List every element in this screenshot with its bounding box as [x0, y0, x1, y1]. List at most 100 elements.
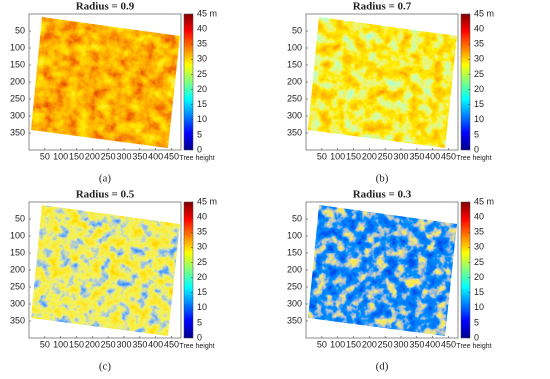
y-tick-label: 200 — [287, 264, 302, 274]
colorbar — [460, 13, 471, 151]
y-tick-label: 250 — [287, 93, 302, 103]
y-tick-label: 200 — [10, 76, 25, 86]
colorbar-tick-label: 15 — [474, 99, 484, 109]
x-tick-label: 450 — [441, 151, 456, 161]
panel-caption: (d) — [376, 361, 389, 373]
x-tick-label: 300 — [393, 151, 408, 161]
x-tick-label: 50 — [317, 151, 327, 161]
y-tick-label: 100 — [10, 42, 25, 52]
y-tick-label: 200 — [287, 76, 302, 86]
x-tick-label: 400 — [425, 151, 440, 161]
panel-caption: (a) — [99, 173, 112, 185]
y-tick-label: 100 — [287, 230, 302, 240]
panel-caption: (c) — [99, 361, 112, 373]
colorbar — [460, 201, 471, 339]
panel-title: Radius = 0.7 — [353, 1, 412, 13]
x-tick-label: 450 — [164, 339, 179, 349]
height-map — [31, 205, 180, 336]
y-tick-label: 150 — [10, 59, 25, 69]
colorbar-tick-label: 45 m — [474, 8, 494, 18]
colorbar-tick-label: 0 — [474, 332, 479, 342]
colorbar-tick-label: 25 — [197, 257, 207, 267]
colorbar-tick-label: 10 — [474, 114, 484, 124]
y-tick-label: 300 — [10, 110, 25, 120]
colorbar-tick-label: 25 — [474, 257, 484, 267]
x-tick-label: 50 — [317, 339, 327, 349]
x-tick-label: 350 — [409, 339, 424, 349]
y-tick-label: 300 — [287, 110, 302, 120]
colorbar-tick-label: 10 — [197, 302, 207, 312]
colorbar-tick-label: 20 — [474, 84, 484, 94]
panel-caption: (b) — [376, 173, 389, 185]
y-tick-label: 250 — [10, 281, 25, 291]
y-tick-label: 300 — [287, 298, 302, 308]
x-tick-label: 400 — [148, 339, 163, 349]
y-tick-label: 250 — [10, 93, 25, 103]
colorbar-tick-label: 10 — [197, 114, 207, 124]
x-tick-label: 450 — [164, 151, 179, 161]
colorbar-tick-label: 15 — [474, 287, 484, 297]
colorbar-tick-label: 40 — [474, 211, 484, 221]
x-tick-label: 150 — [69, 151, 84, 161]
colorbar-tick-label: 45 m — [197, 196, 217, 206]
colorbar-tick-label: 15 — [197, 99, 207, 109]
colorbar-tick-label: 45 m — [197, 8, 217, 18]
x-tick-label: 150 — [346, 339, 361, 349]
colorbar-tick-label: 35 — [474, 39, 484, 49]
colorbar-tick-label: 0 — [197, 332, 202, 342]
x-tick-label: 200 — [85, 339, 100, 349]
colorbar-tick-label: 35 — [197, 227, 207, 237]
colorbar-tick-label: 30 — [197, 54, 207, 64]
y-tick-label: 350 — [287, 315, 302, 325]
colorbar — [183, 13, 194, 151]
colorbar-tick-label: 30 — [474, 242, 484, 252]
panel-title: Radius = 0.5 — [76, 189, 135, 201]
x-tick-label: 300 — [116, 339, 131, 349]
x-tick-label: 350 — [409, 151, 424, 161]
x-tick-label: 250 — [101, 339, 116, 349]
y-tick-label: 350 — [287, 127, 302, 137]
panel-title: Radius = 0.9 — [76, 1, 135, 13]
colorbar-label: Tree height — [179, 155, 214, 162]
x-tick-label: 350 — [132, 339, 147, 349]
x-tick-label: 50 — [40, 339, 50, 349]
y-tick-label: 150 — [287, 247, 302, 257]
y-tick-label: 50 — [15, 213, 25, 223]
colorbar-tick-label: 40 — [197, 23, 207, 33]
colorbar-label: Tree height — [179, 343, 214, 350]
colorbar — [183, 201, 194, 339]
y-tick-label: 200 — [10, 264, 25, 274]
y-tick-label: 50 — [15, 25, 25, 35]
x-tick-label: 100 — [53, 339, 68, 349]
y-tick-label: 100 — [287, 42, 302, 52]
colorbar-tick-label: 30 — [474, 54, 484, 64]
colorbar-tick-label: 35 — [474, 227, 484, 237]
height-map — [308, 205, 457, 336]
x-tick-label: 200 — [85, 151, 100, 161]
x-tick-label: 100 — [53, 151, 68, 161]
x-tick-label: 450 — [441, 339, 456, 349]
y-tick-label: 100 — [10, 230, 25, 240]
colorbar-tick-label: 40 — [474, 23, 484, 33]
colorbar-tick-label: 40 — [197, 211, 207, 221]
panel: Radius = 0.550 100 150 200 250 300 350 400 45050… — [10, 189, 217, 373]
x-tick-label: 100 — [330, 151, 345, 161]
x-tick-label: 250 — [378, 339, 393, 349]
panel-title: Radius = 0.3 — [353, 189, 412, 201]
colorbar-tick-label: 5 — [474, 317, 479, 327]
y-tick-label: 350 — [10, 315, 25, 325]
colorbar-tick-label: 20 — [197, 272, 207, 282]
x-tick-label: 250 — [101, 151, 116, 161]
x-tick-label: 300 — [116, 151, 131, 161]
x-tick-label: 300 — [393, 339, 408, 349]
colorbar-tick-label: 25 — [474, 69, 484, 79]
height-map — [31, 17, 180, 148]
y-tick-label: 250 — [287, 281, 302, 291]
y-tick-label: 50 — [292, 213, 302, 223]
colorbar-tick-label: 5 — [474, 129, 479, 139]
colorbar-label: Tree height — [456, 343, 491, 350]
colorbar-tick-label: 45 m — [474, 196, 494, 206]
colorbar-tick-label: 30 — [197, 242, 207, 252]
panel: Radius = 0.950 100 150 200 250 300 350 400 45050… — [10, 1, 217, 185]
y-tick-label: 150 — [10, 247, 25, 257]
